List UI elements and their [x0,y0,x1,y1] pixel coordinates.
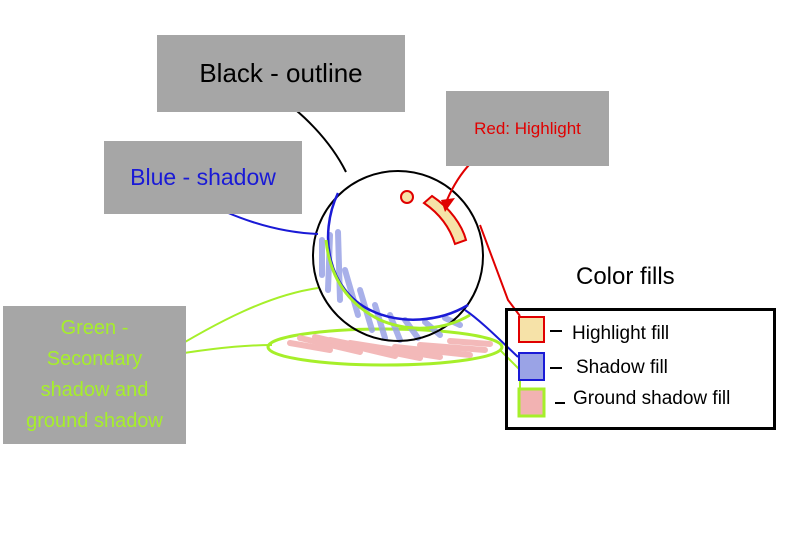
swatch-highlight [518,316,545,343]
label-red-highlight: Red: Highlight [446,91,609,166]
connector-red-arrowhead [441,198,455,212]
label-black-outline: Black - outline [157,35,405,112]
legend-item-highlight: Highlight fill [572,323,670,344]
legend-connector-red [479,224,521,317]
ground-shadow-hatching [287,334,493,361]
legend-dash-ground [555,402,565,404]
legend-title: Color fills [576,263,675,290]
label-blue-shadow: Blue - shadow [104,141,302,214]
label-green-secondary-text: Green - Secondary shadow and ground shad… [26,317,163,432]
highlight-dot [400,190,414,204]
label-blue-shadow-text: Blue - shadow [130,164,276,190]
legend-item-ground: Ground shadow fill [573,388,731,409]
legend-box [505,308,776,430]
legend-item-shadow: Shadow fill [576,357,668,378]
legend-connector-blue [464,309,519,358]
label-black-outline-text: Black - outline [199,58,363,88]
swatch-ground [517,387,546,418]
label-green-secondary: Green - Secondary shadow and ground shad… [3,306,186,444]
swatch-shadow [518,352,545,381]
secondary-shadow-curve [324,239,471,330]
sphere-outline [312,170,484,342]
legend-dash-highlight [550,330,562,332]
shadow-terminator-curve [326,192,469,321]
legend-dash-shadow [550,367,562,369]
label-red-highlight-text: Red: Highlight [474,118,581,138]
